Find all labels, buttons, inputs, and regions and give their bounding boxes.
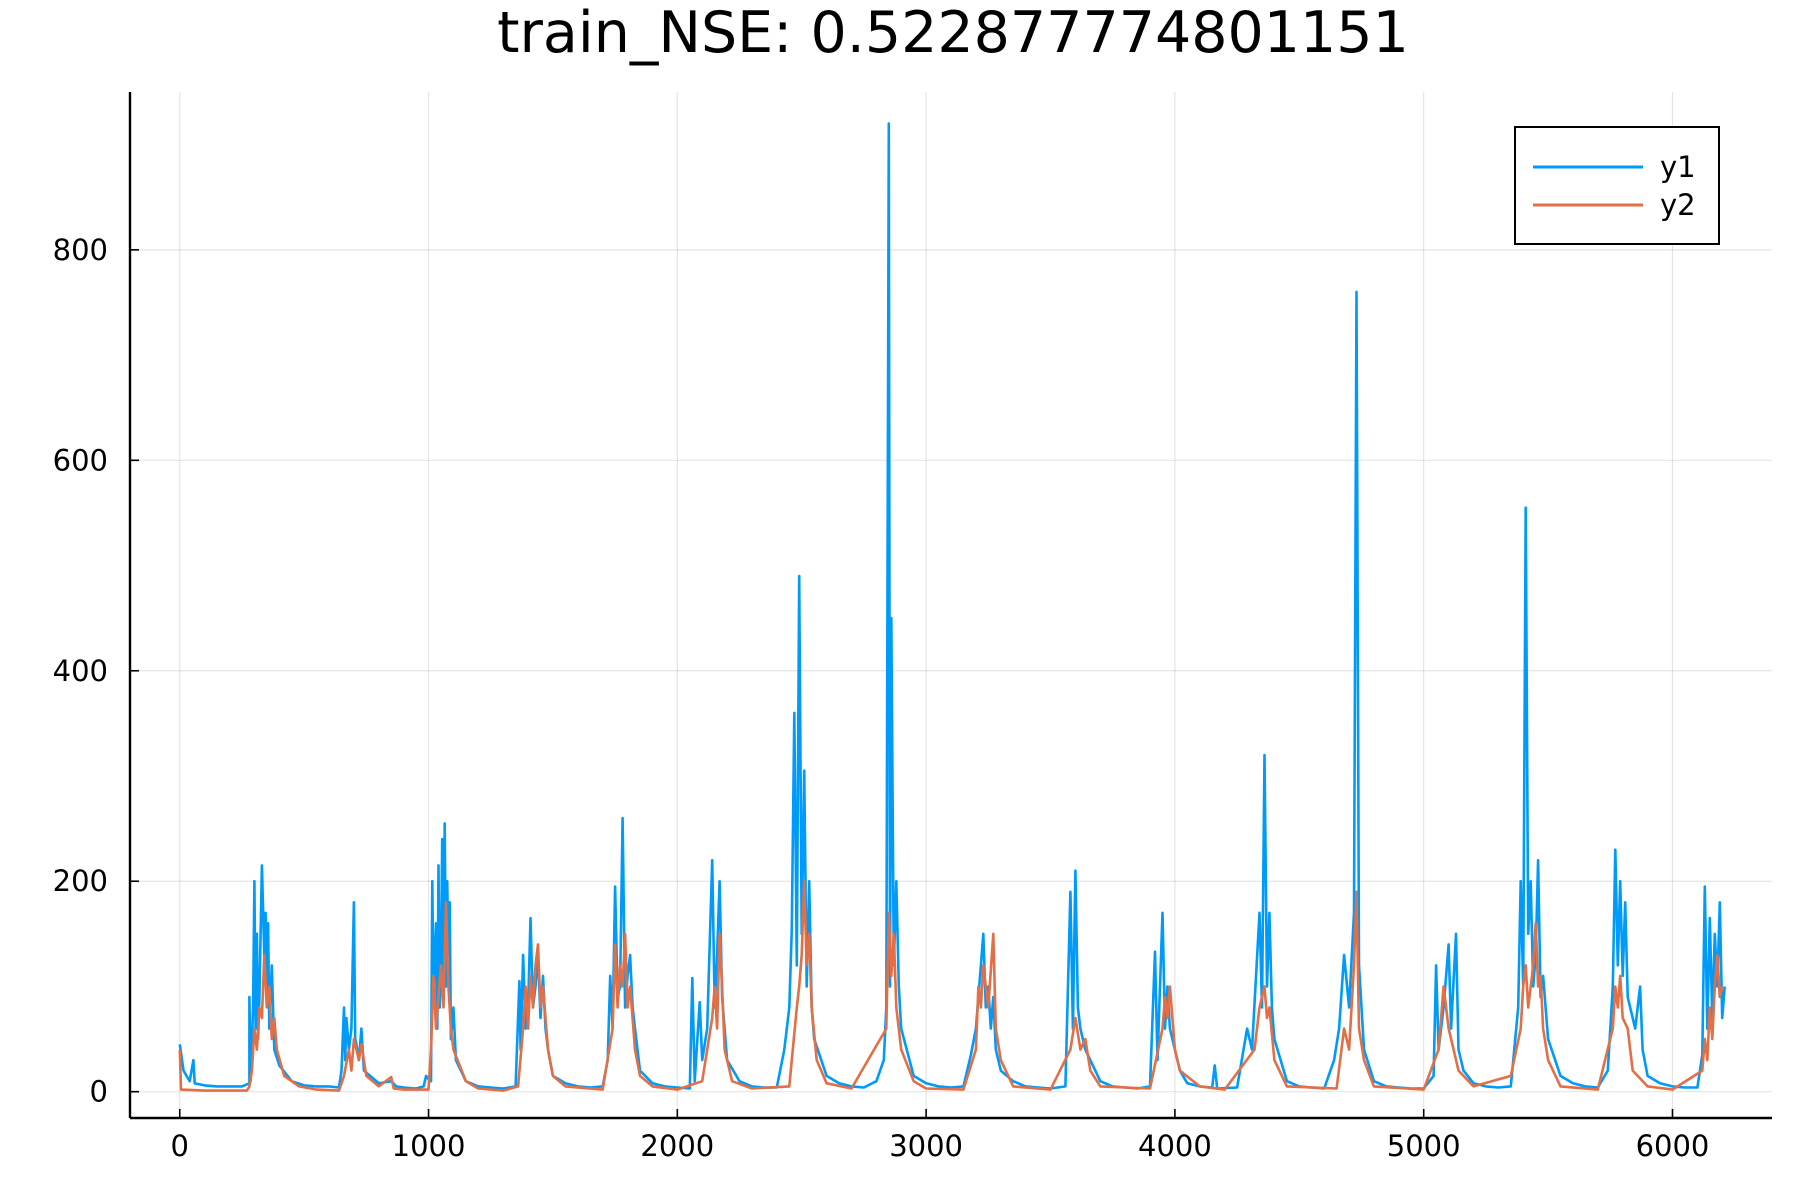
tick-labels: 0 1000 2000 3000 4000 5000 6000 0 200 400 600 800 (53, 233, 1710, 1163)
legend-label-y2: y2 (1660, 188, 1696, 222)
x-tick-label-4: 4000 (1138, 1129, 1212, 1163)
legend-box (1514, 126, 1720, 245)
series-y1-line (178, 122, 1726, 1090)
axes (128, 92, 1772, 1120)
x-tick-label-0: 0 (171, 1129, 189, 1163)
y-tick-label-1: 200 (53, 864, 108, 898)
y-tick-label-2: 400 (53, 654, 108, 688)
series-y2-line (178, 879, 1724, 1092)
grid (130, 92, 1772, 1118)
chart-title: train_NSE: 0.522877774801151 (497, 0, 1409, 66)
x-tick-label-6: 6000 (1636, 1129, 1710, 1163)
y-tick-label-4: 800 (53, 233, 108, 267)
x-tick-label-5: 5000 (1387, 1129, 1461, 1163)
x-tick-label-1: 1000 (392, 1129, 466, 1163)
legend-label-y1: y1 (1660, 150, 1696, 184)
x-tick-label-3: 3000 (889, 1129, 963, 1163)
y-tick-label-0: 0 (90, 1075, 108, 1109)
x-tick-label-2: 2000 (640, 1129, 714, 1163)
series-lines (178, 122, 1726, 1092)
y-tick-label-3: 600 (53, 443, 108, 477)
